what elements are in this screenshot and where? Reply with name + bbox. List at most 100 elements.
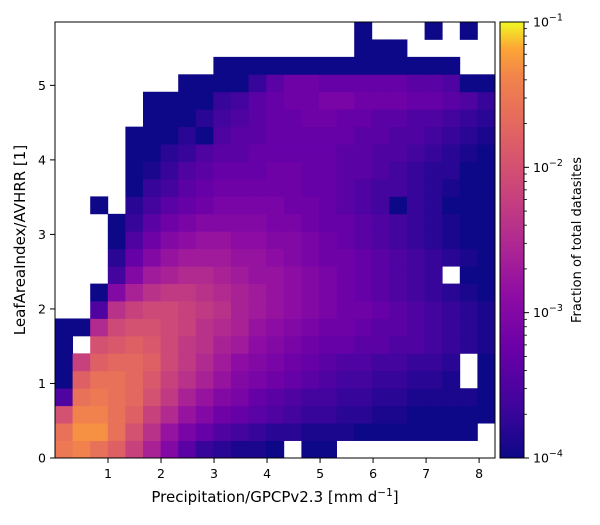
heatmap-cell xyxy=(213,74,232,93)
heatmap-cell xyxy=(371,74,390,93)
heatmap-cell xyxy=(336,335,355,354)
heatmap-cell xyxy=(407,248,425,267)
heatmap-cell xyxy=(178,74,197,93)
colorbar-tick-exponent: −2 xyxy=(549,158,563,169)
heatmap-cell xyxy=(354,248,373,267)
colorbar-fill xyxy=(500,22,524,458)
heatmap-cell xyxy=(266,283,285,302)
heatmap-cell xyxy=(424,388,443,407)
heatmap-cell xyxy=(407,335,425,354)
colorbar-tick-label: 10−3 xyxy=(533,303,563,320)
x-axis-label: Precipitation/GPCPv2.3 [mm d−1] xyxy=(151,487,398,506)
heatmap-cell xyxy=(319,335,337,354)
heatmap-cell xyxy=(125,126,144,145)
heatmap-cell xyxy=(125,423,144,441)
heatmap-cell xyxy=(442,56,461,75)
heatmap-cell xyxy=(107,423,126,441)
heatmap-cell xyxy=(424,74,443,93)
heatmap-cell xyxy=(319,178,337,197)
colorbar-tick-label: 10−2 xyxy=(533,158,563,175)
heatmap-cell xyxy=(424,248,443,267)
heatmap-cell xyxy=(178,388,197,407)
heatmap-cell xyxy=(371,423,390,441)
heatmap-cell xyxy=(178,231,197,250)
heatmap-cell xyxy=(301,318,320,337)
heatmap-cell xyxy=(459,22,478,40)
heatmap-cell xyxy=(389,231,408,250)
heatmap-cell xyxy=(301,248,320,267)
heatmap-cell xyxy=(301,109,320,128)
heatmap-cell xyxy=(195,405,214,424)
x-axis-label-main: Precipitation/GPCPv2.3 [mm d xyxy=(151,488,377,506)
heatmap-cell xyxy=(248,353,267,372)
heatmap-cell xyxy=(195,335,214,354)
heatmap-cell xyxy=(266,56,285,75)
heatmap-cell xyxy=(319,248,337,267)
heatmap-cell xyxy=(195,109,214,128)
colorbar-tick-exponent: −3 xyxy=(549,303,563,314)
heatmap-cell xyxy=(354,109,373,128)
heatmap-cell xyxy=(125,440,144,459)
heatmap-cell xyxy=(248,405,267,424)
heatmap-cell xyxy=(213,144,232,162)
heatmap-cell xyxy=(336,109,355,128)
y-tick-label: 4 xyxy=(38,152,46,167)
heatmap-cell xyxy=(125,213,144,232)
heatmap-cell xyxy=(407,231,425,250)
heatmap-cell xyxy=(160,301,179,319)
plot-frame xyxy=(54,21,496,459)
heatmap-cell xyxy=(354,126,373,145)
heatmap-cell xyxy=(442,178,461,197)
heatmap-cell xyxy=(195,231,214,250)
heatmap-cell xyxy=(477,335,496,354)
heatmap-cell xyxy=(213,388,232,407)
heatmap-cell xyxy=(266,213,285,232)
heatmap-cell xyxy=(213,56,232,75)
heatmap-cell xyxy=(266,126,285,145)
heatmap-cell xyxy=(195,161,214,180)
heatmap-cell xyxy=(424,91,443,110)
heatmap-cell xyxy=(407,318,425,337)
heatmap-cell xyxy=(354,423,373,441)
heatmap-cell xyxy=(442,370,461,389)
heatmap-cell xyxy=(107,283,126,302)
heatmap-cell xyxy=(283,248,302,267)
heatmap-cell xyxy=(283,126,302,145)
heatmap-cell xyxy=(407,161,425,180)
heatmap-cell xyxy=(248,213,267,232)
heatmap-cell xyxy=(283,335,302,354)
heatmap-cell xyxy=(459,126,478,145)
heatmap-cell xyxy=(283,161,302,180)
heatmap-cell xyxy=(160,318,179,337)
x-axis-label-end: ] xyxy=(393,488,399,506)
heatmap-cell xyxy=(266,423,285,441)
heatmap-cell xyxy=(266,370,285,389)
heatmap-cell xyxy=(231,248,249,267)
heatmap-cell xyxy=(301,178,320,197)
heatmap-cell xyxy=(195,126,214,145)
heatmap-cell xyxy=(283,301,302,319)
heatmap-cell xyxy=(160,405,179,424)
x-tick-label: 1 xyxy=(104,466,112,481)
heatmap-cell xyxy=(178,423,197,441)
heatmap-cell xyxy=(143,440,161,459)
heatmap-cell xyxy=(424,109,443,128)
heatmap-cell xyxy=(213,353,232,372)
heatmap-cell xyxy=(336,91,355,110)
heatmap-cell xyxy=(266,388,285,407)
heatmap-cell xyxy=(459,301,478,319)
heatmap-cell xyxy=(407,353,425,372)
colorbar-label: Fraction of total datasites xyxy=(570,157,585,323)
heatmap-cell xyxy=(107,231,126,250)
heatmap-cell xyxy=(319,196,337,215)
heatmap-cell xyxy=(336,161,355,180)
colorbar-tick-base: 10 xyxy=(533,160,549,175)
heatmap-cell xyxy=(477,231,496,250)
heatmap-cell xyxy=(160,266,179,284)
heatmap-cell xyxy=(319,318,337,337)
heatmap-cell xyxy=(354,196,373,215)
heatmap-cell xyxy=(336,370,355,389)
heatmap-cell xyxy=(319,109,337,128)
heatmap-cell xyxy=(160,196,179,215)
heatmap-cell xyxy=(354,388,373,407)
